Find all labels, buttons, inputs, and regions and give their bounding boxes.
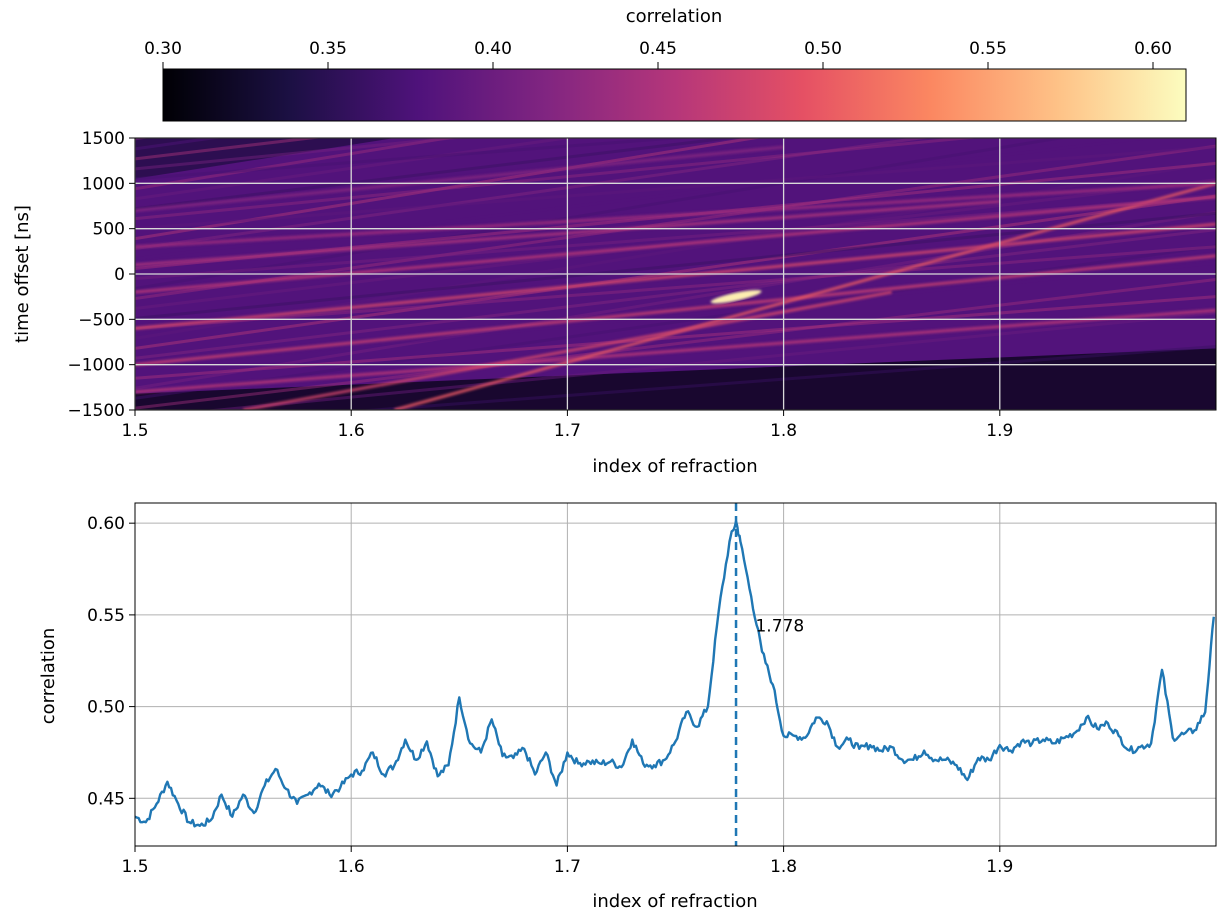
heatmap-streak [135, 138, 577, 201]
heatmap-streak [135, 138, 742, 211]
colorbar-label: correlation [626, 6, 723, 27]
colorbar-tick-label: 0.40 [474, 39, 512, 59]
line-x-tick-label: 1.5 [121, 857, 148, 877]
heatmap-streak [135, 138, 1070, 290]
heatmap-ridges [135, 138, 1216, 410]
heatmap-x-tick-label: 1.6 [338, 421, 365, 441]
correlation-line [135, 520, 1215, 828]
heatmap-streak [135, 228, 1216, 360]
heatmap-streak [135, 245, 1216, 330]
line-x-tick-label: 1.9 [986, 857, 1013, 877]
heatmap-x-tick-label: 1.5 [121, 421, 148, 441]
colorbar-tick-label: 0.35 [309, 39, 347, 59]
heatmap-streak [135, 144, 1216, 300]
heatmap-streak [135, 261, 1216, 370]
heatmap-grid [135, 138, 1216, 410]
heatmap-streak [355, 345, 1216, 410]
heatmap-ridge [135, 195, 1216, 294]
colorbar-gradient [162, 68, 1187, 122]
heatmap-y-tick-label: −1000 [67, 356, 125, 376]
heatmap-ridge [135, 181, 1216, 249]
heatmap-streak [135, 160, 1216, 340]
heatmap-x-tick-label: 1.8 [770, 421, 797, 441]
line-y-tick-label: 0.50 [87, 698, 125, 718]
heatmap-streak [135, 138, 468, 171]
colorbar-tick-label: 0.55 [969, 39, 1007, 59]
heatmap-y-tick-label: 1500 [82, 129, 125, 149]
heatmap-panel: 1.5 1.6 1.7 1.8 1.9 1500 1000 500 0 −500 −1000 −15… [12, 129, 1217, 477]
heatmap-ridge [135, 308, 1216, 394]
heatmap-ridge [135, 145, 784, 213]
line-x-ticks: 1.5 1.6 1.7 1.8 1.9 [121, 846, 1013, 877]
heatmap-streak [135, 138, 931, 251]
colorbar-tick-label: 0.60 [1134, 39, 1172, 59]
peak-annotation: 1.778 [755, 616, 804, 636]
heatmap-y-tick-label: 500 [93, 220, 125, 240]
colorbar-tick-label: 0.50 [804, 39, 842, 59]
heatmap-streak [203, 311, 1216, 410]
heatmap-x-tick-label: 1.9 [986, 421, 1013, 441]
heatmap-x-ticks: 1.5 1.6 1.7 1.8 1.9 [121, 410, 1013, 441]
colorbar-tick-label: 0.30 [144, 39, 182, 59]
line-y-tick-label: 0.55 [87, 606, 125, 626]
heatmap-streak [135, 194, 1216, 350]
line-y-tick-label: 0.60 [87, 514, 125, 534]
heatmap-dark-corner [135, 138, 395, 179]
heatmap-peak [710, 289, 762, 304]
line-grid [134, 503, 1216, 846]
heatmap-y-tick-label: −500 [78, 310, 125, 330]
heatmap-streak [135, 138, 763, 241]
heatmap-ridge [135, 222, 1216, 330]
heatmap-streak [135, 195, 1216, 281]
heatmap-y-tick-label: −1500 [67, 401, 125, 421]
heatmap-ridge [394, 181, 1216, 410]
line-y-tick-label: 0.45 [87, 789, 125, 809]
heatmap-y-tick-label: 0 [114, 265, 125, 285]
heatmap-dark-region [135, 348, 1216, 410]
heatmap-streak [135, 211, 1216, 320]
line-panel: 1.778 1.5 1.6 1.7 1.8 1.9 0.60 0.55 0.50 0.45 i… [38, 502, 1217, 912]
heatmap-streak [135, 138, 696, 181]
heatmap-x-label: index of refraction [592, 456, 757, 477]
heatmap-y-label: time offset [ns] [12, 205, 33, 343]
colorbar-ticks: 0.30 0.35 0.40 0.45 0.50 0.55 0.60 [144, 39, 1172, 69]
heatmap-streak [135, 138, 980, 221]
heatmap-y-tick-label: 1000 [82, 174, 125, 194]
heatmap-streak [135, 277, 1216, 410]
heatmap-streak [135, 138, 457, 191]
line-frame [134, 502, 1217, 847]
colorbar-tick-label: 0.45 [639, 39, 677, 59]
heatmap-streak [135, 244, 1216, 400]
line-x-tick-label: 1.8 [770, 857, 797, 877]
line-x-tick-label: 1.7 [554, 857, 581, 877]
colorbar: correlation 0.30 0.35 0.40 0.45 0.50 0.55 0.60 [144, 6, 1187, 122]
line-y-label: correlation [38, 628, 59, 725]
line-x-label: index of refraction [592, 891, 757, 912]
line-x-tick-label: 1.6 [338, 857, 365, 877]
heatmap-x-tick-label: 1.7 [554, 421, 581, 441]
heatmap-y-ticks: 1500 1000 500 0 −500 −1000 −1500 [67, 129, 135, 421]
line-y-ticks: 0.60 0.55 0.50 0.45 [87, 514, 135, 809]
